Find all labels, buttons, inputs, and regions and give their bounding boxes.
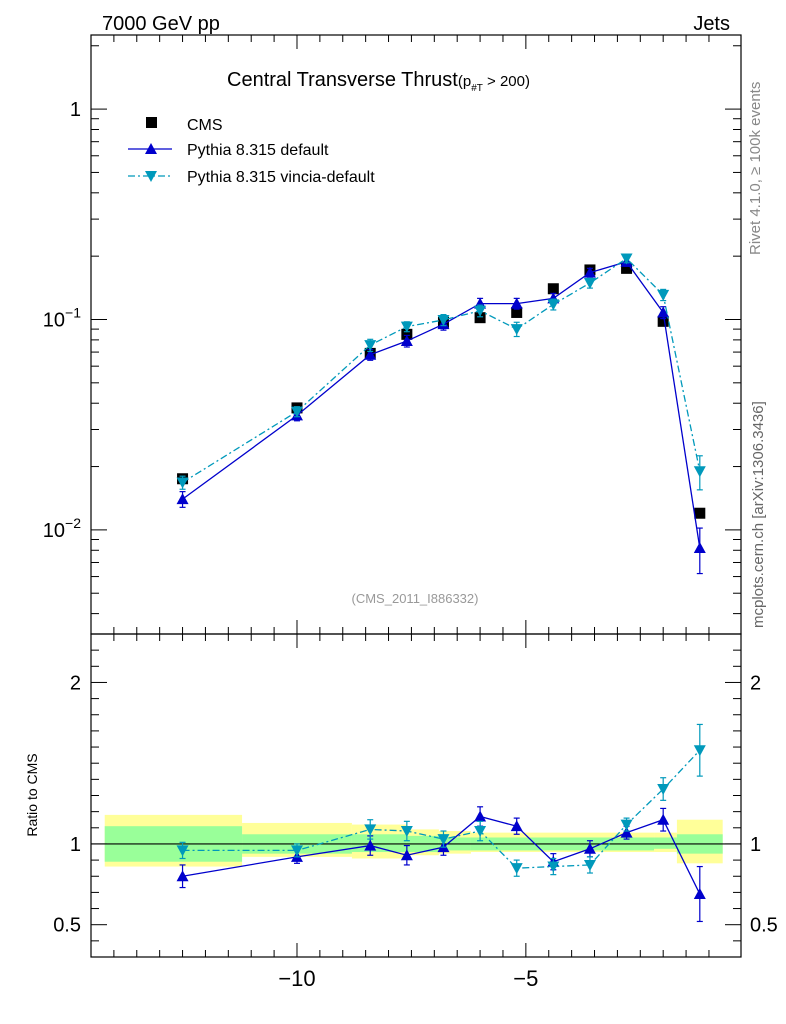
legend-label-vincia: Pythia 8.315 vincia-default — [187, 169, 375, 186]
main-point-pythia-8-315-vincia-default — [693, 466, 706, 478]
ratio-point-pythia-8-315-vincia-default — [510, 863, 523, 875]
chart-title-cond-sub: #T — [471, 83, 483, 94]
chart-title-main: Central Transverse Thrust — [227, 69, 458, 91]
ratio-point-pythia-8-315-default — [693, 888, 706, 900]
main-point-cms — [657, 315, 669, 327]
ratio-point-pythia-8-315-vincia-default — [693, 745, 706, 757]
ratio-point-pythia-8-315-vincia-default — [364, 824, 377, 836]
main-line-pythia-8-315-default — [182, 261, 701, 549]
main-point-pythia-8-315-default — [400, 335, 413, 347]
main-point-pythia-8-315-vincia-default — [176, 477, 189, 489]
main-point-cms — [474, 312, 486, 324]
ratio-point-pythia-8-315-vincia-default — [620, 819, 633, 831]
ratio-y-tick-label-right: 0.5 — [750, 915, 778, 937]
main-point-pythia-8-315-vincia-default — [437, 314, 450, 326]
ratio-panel-frame — [90, 633, 742, 958]
category-label: Jets — [693, 13, 730, 35]
energy-label: 7000 GeV pp — [102, 13, 220, 35]
chart-title-cond-close: > 200) — [483, 73, 530, 90]
legend-marker-default — [145, 143, 157, 154]
main-point-pythia-8-315-default — [364, 348, 377, 360]
x-tick-label: −10 — [278, 966, 315, 991]
ratio-point-pythia-8-315-default — [474, 810, 487, 822]
main-point-pythia-8-315-default — [693, 542, 706, 554]
chart-title: Central Transverse Thrust(p#T > 200) — [227, 69, 530, 94]
ratio-y-tick-label-right: 2 — [750, 672, 761, 694]
ratio-point-pythia-8-315-default — [176, 870, 189, 882]
ratio-band-inner — [654, 837, 677, 849]
legend-marker-vincia — [145, 171, 157, 182]
mcplots-label: mcplots.cern.ch [arXiv:1306.3436] — [750, 401, 767, 628]
main-point-pythia-8-315-vincia-default — [547, 299, 560, 311]
main-point-cms — [401, 328, 413, 340]
main-point-pythia-8-315-default — [583, 266, 596, 278]
main-point-pythia-8-315-default — [510, 297, 523, 309]
ratio-y-tick-label-left: 0.5 — [53, 915, 81, 937]
main-point-pythia-8-315-vincia-default — [364, 340, 377, 352]
main-point-cms — [621, 262, 633, 274]
analysis-watermark: (CMS_2011_I886332) — [352, 591, 479, 606]
ratio-point-pythia-8-315-vincia-default — [474, 826, 487, 838]
legend: CMS Pythia 8.315 default Pythia 8.315 vi… — [128, 117, 375, 186]
ratio-line-pythia-8-315-vincia-default — [182, 749, 701, 869]
ratio-point-pythia-8-315-vincia-default — [583, 859, 596, 871]
main-point-pythia-8-315-vincia-default — [400, 321, 413, 333]
chart-title-cond-open: (p — [458, 73, 471, 90]
ratio-point-pythia-8-315-vincia-default — [400, 826, 413, 838]
ratio-y-tick-label-left: 1 — [70, 834, 81, 856]
y-tick-label: 10−2 — [43, 515, 81, 542]
ratio-y-tick-label-left: 2 — [70, 672, 81, 694]
main-point-pythia-8-315-vincia-default — [510, 324, 523, 336]
ratio-point-pythia-8-315-default — [620, 826, 633, 838]
legend-label-cms: CMS — [187, 117, 223, 134]
y-tick-label: 10−1 — [43, 304, 81, 331]
main-point-cms — [511, 306, 523, 318]
ratio-point-pythia-8-315-default — [583, 842, 596, 854]
ratio-point-pythia-8-315-vincia-default — [657, 784, 670, 796]
x-tick-label: −5 — [513, 966, 538, 991]
ratio-y-tick-label-right: 1 — [750, 834, 761, 856]
main-point-pythia-8-315-vincia-default — [657, 289, 670, 301]
main-point-pythia-8-315-vincia-default — [583, 278, 596, 290]
main-point-pythia-8-315-default — [176, 493, 189, 505]
ratio-band-inner — [351, 834, 407, 853]
legend-marker-cms — [146, 117, 157, 128]
main-point-pythia-8-315-vincia-default — [474, 305, 487, 317]
main-point-pythia-8-315-default — [657, 306, 670, 318]
main-point-pythia-8-315-vincia-default — [290, 406, 303, 418]
ratio-point-pythia-8-315-vincia-default — [290, 845, 303, 857]
ratio-point-pythia-8-315-default — [364, 839, 377, 851]
ratio-point-pythia-8-315-default — [657, 813, 670, 825]
y-tick-label: 1 — [70, 99, 81, 121]
main-point-cms — [694, 507, 706, 519]
ratio-point-pythia-8-315-vincia-default — [437, 834, 450, 846]
ratio-ylabel: Ratio to CMS — [24, 753, 40, 836]
ratio-point-pythia-8-315-vincia-default — [547, 861, 560, 873]
main-line-pythia-8-315-vincia-default — [182, 257, 701, 484]
legend-label-default: Pythia 8.315 default — [187, 142, 329, 159]
ratio-point-pythia-8-315-default — [400, 849, 413, 861]
ratio-point-pythia-8-315-default — [510, 820, 523, 832]
main-point-pythia-8-315-vincia-default — [620, 253, 633, 265]
ratio-point-pythia-8-315-vincia-default — [176, 845, 189, 857]
ratio-line-pythia-8-315-default — [182, 815, 701, 895]
chart-marks: −10 −5 1 10−1 10−2 2 2 1 1 0.5 0.5 — [43, 34, 778, 991]
rivet-label: Rivet 4.1.0, ≥ 100k events — [747, 82, 764, 255]
main-point-cms — [547, 283, 559, 295]
